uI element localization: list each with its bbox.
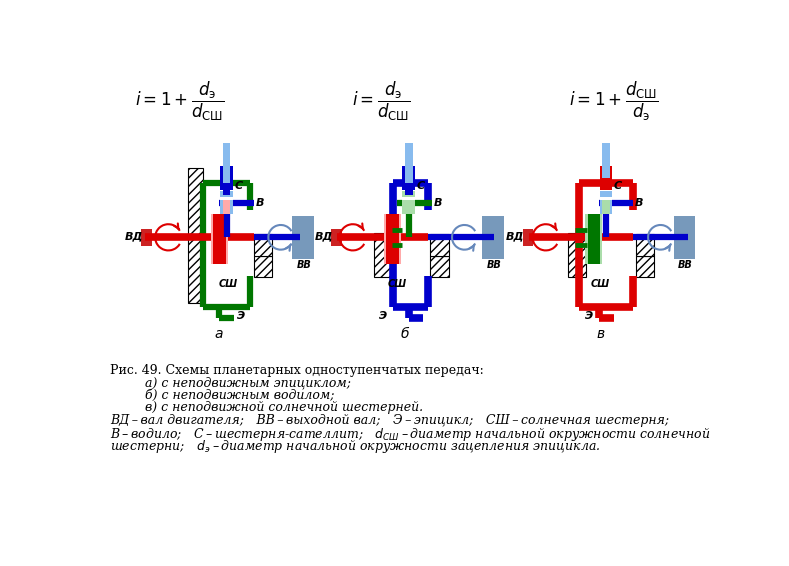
Bar [211,214,228,264]
Bar [585,214,602,264]
Bar [293,216,314,259]
Bar [402,191,415,214]
Bar [482,216,504,259]
Bar [402,198,415,200]
Bar [222,143,230,190]
Text: ВД: ВД [506,231,524,242]
Bar [636,234,654,256]
Bar [222,199,230,214]
Bar [220,191,233,214]
Text: В: В [256,198,264,208]
Bar [600,198,612,200]
Bar [331,229,342,246]
Text: С: С [417,181,424,191]
Bar [602,178,610,190]
Text: шестерни; $d_{э}$ – диаметр начальной окружности зацепления эпицикла.: шестерни; $d_{э}$ – диаметр начальной ок… [110,438,600,455]
Text: в: в [596,327,605,341]
Bar [602,199,610,214]
Text: СШ: СШ [590,278,610,289]
Bar [405,199,413,214]
Text: В – водило; С – шестерня-сателлит; $d_{СШ}$ – диаметр начальной окружности солне: В – водило; С – шестерня-сателлит; $d_{С… [110,426,710,443]
Bar [383,214,401,264]
Text: б) с неподвижным водилом;: б) с неподвижным водилом; [145,389,335,402]
Text: а: а [215,327,223,341]
Bar [405,143,413,190]
Text: Э: Э [380,311,387,321]
Bar [213,214,226,264]
Text: ВД: ВД [314,231,333,242]
Text: Рис. 49. Схемы планетарных одноступенчатых передач:: Рис. 49. Схемы планетарных одноступенчат… [110,365,484,378]
Text: в) с неподвижной солнечной шестерней.: в) с неподвижной солнечной шестерней. [145,401,423,414]
Text: ВВ: ВВ [678,260,693,271]
Bar [602,143,610,190]
Text: а) с неподвижным эпициклом;: а) с неподвижным эпициклом; [145,377,351,389]
Text: ВД – вал двигателя; ВВ – выходной вал; Э – эпицикл; СШ – солнечная шестерня;: ВД – вал двигателя; ВВ – выходной вал; Э… [110,414,669,427]
Text: СШ: СШ [387,278,406,289]
Text: ВД: ВД [125,231,143,242]
Bar [588,214,600,264]
Text: б: б [401,327,409,341]
Bar [430,234,449,256]
Text: $i = 1 + \dfrac{d_{\mathrm{СШ}}}{d_{\mathrm{э}}}$: $i = 1 + \dfrac{d_{\mathrm{СШ}}}{d_{\mat… [569,79,659,123]
Text: В: В [635,198,643,208]
Bar [253,234,272,256]
Bar [141,229,152,246]
Text: $i = \dfrac{d_{\mathrm{э}}}{d_{\mathrm{СШ}}}$: $i = \dfrac{d_{\mathrm{э}}}{d_{\mathrm{С… [352,79,411,123]
Bar [222,183,230,195]
Bar [220,198,233,200]
Text: Э: Э [585,311,593,321]
Bar [253,256,272,277]
Bar [636,256,654,277]
Bar [188,168,204,303]
Bar [220,166,233,190]
Bar [386,214,398,264]
Text: СШ: СШ [219,278,237,289]
Bar [600,191,612,214]
Bar [567,233,586,277]
Text: Э: Э [237,311,245,321]
Text: С: С [614,181,622,191]
Bar [402,166,415,190]
Bar [430,256,449,277]
Bar [374,233,392,277]
Text: $i = 1 + \dfrac{d_{\mathrm{э}}}{d_{\mathrm{СШ}}}$: $i = 1 + \dfrac{d_{\mathrm{э}}}{d_{\math… [135,79,225,123]
Text: В: В [433,198,442,208]
Bar [522,229,533,246]
Text: ВВ: ВВ [487,260,501,271]
Text: ВВ: ВВ [297,260,312,271]
Bar [405,183,413,195]
Bar [600,166,612,190]
Bar [674,216,695,259]
Text: С: С [234,181,242,191]
